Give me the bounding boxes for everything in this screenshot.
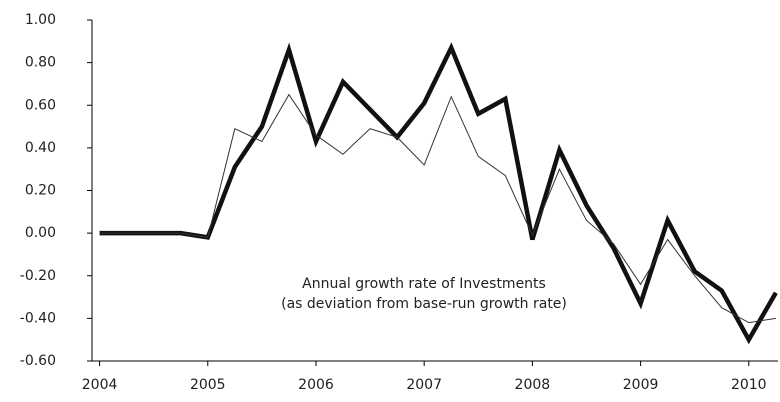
y-tick-label: 0.00	[25, 225, 56, 241]
y-tick-label: 0.60	[25, 97, 56, 113]
annotation: (as deviation from base-run growth rate)	[281, 296, 567, 312]
annotation: Annual growth rate of Investments	[302, 276, 546, 292]
x-tick-label: 2006	[298, 377, 334, 393]
series-line	[99, 42, 778, 345]
y-tick-label: 0.80	[25, 55, 56, 71]
x-tick-label: 2010	[731, 377, 767, 393]
x-tick-label: 2009	[623, 377, 659, 393]
y-tick-label: 0.20	[25, 183, 56, 199]
y-tick-label: -0.60	[20, 353, 56, 369]
series-line	[99, 93, 776, 324]
x-tick-label: 2007	[406, 377, 442, 393]
y-tick-label: 0.40	[25, 140, 56, 156]
y-tick-label: -0.40	[20, 310, 56, 326]
x-tick-label: 2005	[190, 377, 226, 393]
x-tick-label: 2008	[515, 377, 551, 393]
y-tick-label: 1.00	[25, 12, 56, 28]
x-tick-label: 2004	[82, 377, 118, 393]
y-tick-label: -0.20	[20, 268, 56, 284]
